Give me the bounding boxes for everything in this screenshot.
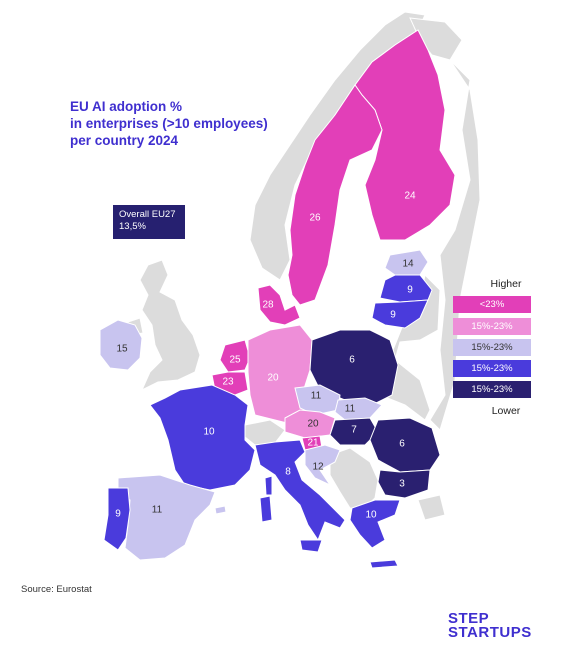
legend-lower-label: Lower bbox=[491, 405, 521, 417]
value-label-hungary: 7 bbox=[351, 425, 357, 436]
value-label-germany: 20 bbox=[267, 373, 279, 384]
country-france bbox=[149, 384, 256, 491]
value-label-greece: 10 bbox=[365, 510, 377, 521]
map-title: EU AI adoption % in enterprises (>10 emp… bbox=[70, 98, 310, 149]
legend-item-5: 15%-23% bbox=[453, 381, 531, 398]
country-greece-crete bbox=[369, 559, 399, 569]
country-portugal bbox=[103, 487, 131, 551]
legend-item-2: 15%-23% bbox=[453, 318, 531, 335]
overall-label: Overall EU27 bbox=[119, 209, 176, 220]
value-label-belgium: 23 bbox=[222, 377, 234, 388]
country-spain bbox=[117, 474, 216, 561]
country-latvia bbox=[379, 274, 433, 303]
value-label-france: 10 bbox=[203, 427, 215, 438]
value-label-latvia: 9 bbox=[407, 285, 413, 296]
value-label-austria: 20 bbox=[307, 419, 319, 430]
value-label-ireland: 15 bbox=[116, 344, 128, 355]
country-spain-baleares bbox=[214, 505, 227, 515]
country-italy bbox=[254, 439, 346, 542]
country-ireland bbox=[99, 319, 143, 371]
country-italy-sardinia bbox=[259, 495, 273, 523]
legend-higher-label: Higher bbox=[490, 278, 522, 290]
step-startups-logo: STEP STARTUPS bbox=[448, 610, 532, 641]
source-note: Source: Eurostat bbox=[21, 584, 92, 595]
value-label-romania: 6 bbox=[399, 439, 405, 450]
value-label-slovenia: 21 bbox=[307, 438, 319, 449]
overall-value: 13,5% bbox=[119, 221, 146, 232]
value-label-portugal: 9 bbox=[115, 509, 121, 520]
belarus-ukraine-region bbox=[379, 273, 441, 421]
russia-region bbox=[429, 59, 481, 431]
value-label-croatia: 12 bbox=[312, 462, 324, 473]
country-bulgaria bbox=[377, 469, 431, 499]
value-label-estonia: 14 bbox=[402, 259, 414, 270]
title-line-1: EU AI adoption % bbox=[70, 99, 182, 114]
country-lithuania bbox=[371, 299, 429, 329]
legend-item-3: 15%-23% bbox=[453, 339, 531, 356]
value-label-poland: 6 bbox=[349, 355, 355, 366]
value-label-lithuania: 9 bbox=[390, 310, 396, 321]
country-greece bbox=[349, 499, 401, 549]
value-label-bulgaria: 3 bbox=[399, 479, 405, 490]
country-france-corsica bbox=[264, 475, 273, 496]
value-label-slovakia: 11 bbox=[345, 404, 356, 415]
country-hungary bbox=[329, 417, 379, 446]
title-line-3: per country 2024 bbox=[70, 133, 179, 148]
legend-item-1: <23% bbox=[453, 296, 531, 313]
value-label-denmark: 28 bbox=[262, 300, 274, 311]
value-label-finland: 24 bbox=[404, 191, 416, 202]
turkey-region bbox=[417, 494, 446, 521]
value-label-spain: 11 bbox=[152, 505, 163, 516]
country-italy-sicily bbox=[299, 539, 323, 553]
country-romania bbox=[369, 417, 441, 473]
legend-item-4: 15%-23% bbox=[453, 360, 531, 377]
logo-line-1: STEP bbox=[448, 610, 490, 627]
uk-region bbox=[139, 259, 201, 392]
country-poland bbox=[309, 329, 399, 406]
country-netherlands bbox=[219, 339, 251, 373]
value-label-netherlands: 25 bbox=[229, 355, 241, 366]
country-sweden bbox=[287, 84, 383, 306]
logo-line-2: STARTUPS bbox=[448, 624, 532, 641]
value-label-czechia: 11 bbox=[311, 391, 322, 402]
country-denmark bbox=[257, 284, 301, 326]
country-croatia bbox=[304, 444, 341, 487]
value-label-sweden: 26 bbox=[309, 213, 321, 224]
title-line-2: in enterprises (>10 employees) bbox=[70, 116, 268, 131]
value-label-italy: 8 bbox=[285, 467, 291, 478]
overall-eu27-badge: Overall EU27 13,5% bbox=[113, 205, 185, 239]
